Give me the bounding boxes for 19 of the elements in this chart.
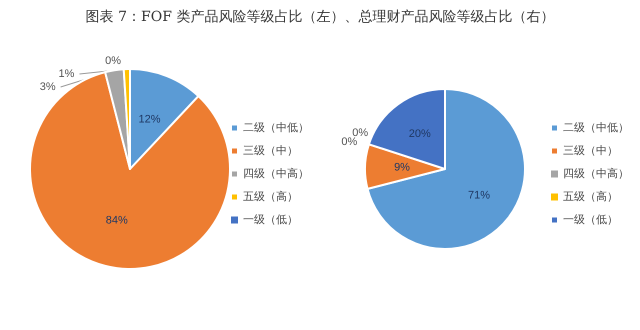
chart-title: 图表 7：FOF 类产品风险等级占比（左）、总理财产品风险等级占比（右） bbox=[84, 8, 556, 26]
legend-label: 一级（低） bbox=[243, 214, 298, 226]
legend-label: 三级（中） bbox=[563, 144, 618, 157]
data-label: 84% bbox=[106, 214, 128, 226]
data-label: 1% bbox=[58, 68, 75, 80]
data-label: 3% bbox=[40, 81, 56, 93]
legend-label: 三级（中） bbox=[243, 144, 298, 157]
data-label: 20% bbox=[408, 128, 431, 140]
data-label: 71% bbox=[468, 189, 490, 202]
legend-label: 二级（中低） bbox=[243, 121, 309, 134]
legend-label: 一级（低） bbox=[563, 214, 618, 226]
data-label: 9% bbox=[394, 162, 410, 174]
legend-label: 二级（中低） bbox=[563, 121, 629, 134]
legend-label: 四级（中高） bbox=[563, 167, 629, 180]
data-label: 12% bbox=[138, 114, 161, 126]
legend-label: 五级（高） bbox=[563, 190, 618, 203]
legend-label: 四级（中高） bbox=[243, 167, 309, 180]
text: 0% bbox=[105, 55, 121, 67]
legend-label: 五级（高） bbox=[243, 190, 298, 203]
